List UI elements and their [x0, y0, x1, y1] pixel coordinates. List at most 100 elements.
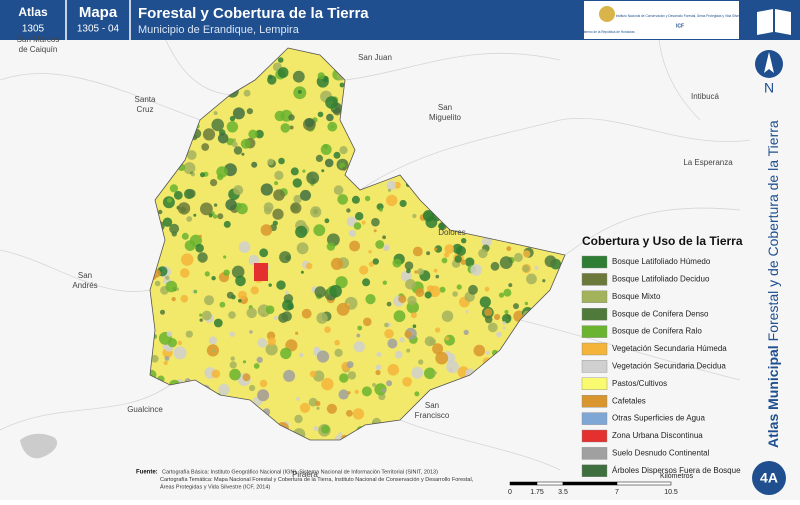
land-cover-patch: [356, 333, 361, 338]
land-cover-patch: [406, 268, 411, 274]
land-cover-patch: [387, 188, 392, 192]
land-cover-patch: [502, 326, 506, 330]
land-cover-patch: [160, 309, 165, 315]
land-cover-patch: [414, 391, 420, 397]
land-cover-patch: [338, 389, 349, 400]
land-cover-patch: [338, 432, 343, 436]
land-cover-patch: [278, 157, 285, 165]
land-cover-patch: [320, 144, 332, 155]
place-label: La Esperanza: [683, 158, 733, 167]
land-cover-patch: [333, 151, 341, 159]
land-cover-patch: [433, 268, 438, 273]
land-cover-patch: [452, 291, 458, 297]
land-cover-patch: [534, 265, 539, 270]
land-cover-patch: [290, 202, 302, 214]
logo-text: Instituto Nacional de Conservación y Des…: [616, 14, 745, 18]
place-line: San Juan: [358, 53, 392, 62]
land-cover-patch: [347, 371, 357, 380]
land-cover-patch: [302, 169, 306, 173]
land-cover-patch: [335, 276, 348, 289]
land-cover-patch: [201, 143, 210, 151]
land-cover-patch: [463, 329, 469, 335]
legend-label: Bosque Latifoliado Deciduo: [612, 275, 710, 284]
scale-unit: Kilómetros: [660, 473, 694, 480]
land-cover-patch: [316, 406, 320, 410]
land-cover-patch: [324, 218, 330, 224]
land-cover-patch: [326, 113, 334, 122]
land-cover-patch: [274, 316, 278, 320]
land-cover-patch: [503, 288, 512, 297]
land-cover-patch: [165, 280, 178, 293]
land-cover-patch: [295, 225, 308, 238]
land-cover-patch: [373, 229, 377, 233]
legend-label: Vegetación Secundaria Húmeda: [612, 344, 727, 353]
scale-segment: [509, 481, 538, 486]
land-cover-patch: [250, 286, 259, 295]
land-cover-patch: [361, 220, 366, 225]
land-cover-patch: [346, 361, 354, 369]
land-cover-patch: [235, 275, 246, 287]
land-cover-patch: [513, 303, 519, 310]
land-cover-patch: [402, 377, 412, 387]
land-cover-patch: [353, 222, 362, 230]
land-cover-patch: [208, 213, 213, 218]
sources: Cartografía Básica: Instituto Geográfico…: [160, 469, 474, 490]
land-cover-patch: [240, 138, 251, 149]
land-cover-patch: [186, 216, 193, 222]
land-cover-patch: [225, 199, 237, 211]
land-cover-patch: [163, 360, 168, 366]
land-cover-patch: [208, 336, 217, 345]
legend-swatch: [581, 429, 608, 443]
land-cover-patch: [470, 264, 483, 276]
land-cover-patch: [287, 303, 294, 310]
land-cover-patch: [465, 257, 475, 267]
place-line: Dolores: [438, 228, 466, 237]
logo-text: Gobierno de la República de Honduras: [579, 30, 635, 34]
land-cover-patch: [435, 327, 441, 333]
land-cover-patch: [454, 255, 462, 263]
land-cover-patch: [306, 171, 320, 185]
land-cover-patch: [376, 352, 382, 357]
land-cover-patch: [299, 402, 311, 413]
legend-swatch: [581, 377, 608, 390]
land-cover-patch: [526, 273, 537, 285]
land-cover-patch: [276, 280, 286, 290]
land-cover-patch: [277, 67, 289, 78]
land-cover-patch: [460, 259, 467, 265]
land-cover-patch: [184, 240, 196, 252]
legend-swatch: [581, 290, 608, 303]
land-cover-patch: [162, 344, 167, 350]
land-cover-patch: [412, 213, 417, 219]
legend: Bosque Latifoliado Húmedo Bosque Latifoli…: [581, 255, 741, 477]
land-cover-patch: [226, 121, 239, 133]
legend-label: Bosque de Conífera Denso: [612, 309, 709, 318]
land-cover-patch: [415, 288, 425, 297]
land-cover-patch: [304, 118, 314, 128]
land-cover-patch: [310, 206, 322, 218]
land-cover-patch: [405, 279, 416, 290]
legend-swatch: [581, 255, 608, 269]
land-cover-patch: [300, 189, 311, 201]
land-cover-patch: [265, 343, 278, 356]
land-cover-patch: [180, 268, 190, 278]
land-cover-patch: [223, 269, 230, 276]
land-cover-patch: [386, 380, 393, 387]
scale-bar: 0 1.75 3.5 7 10.5 Kilómetros: [508, 473, 694, 496]
land-cover-patch: [513, 252, 523, 262]
land-cover-patch: [186, 150, 197, 160]
urban-area: [254, 263, 268, 281]
land-cover-patch: [434, 245, 443, 253]
place-line: Intibucá: [691, 92, 720, 101]
land-cover-patch: [162, 217, 173, 227]
land-cover-patch: [213, 318, 223, 328]
land-cover-patch: [181, 232, 189, 240]
land-cover-patch: [342, 166, 347, 171]
place-line: Andrés: [72, 281, 97, 290]
land-cover-patch: [315, 154, 323, 162]
land-cover-patch: [352, 408, 365, 420]
land-cover-patch: [211, 369, 221, 379]
legend-label: Árboles Dispersos Fuera de Bosque: [612, 466, 741, 475]
land-cover-patch: [399, 199, 407, 208]
land-cover-patch: [218, 383, 230, 396]
